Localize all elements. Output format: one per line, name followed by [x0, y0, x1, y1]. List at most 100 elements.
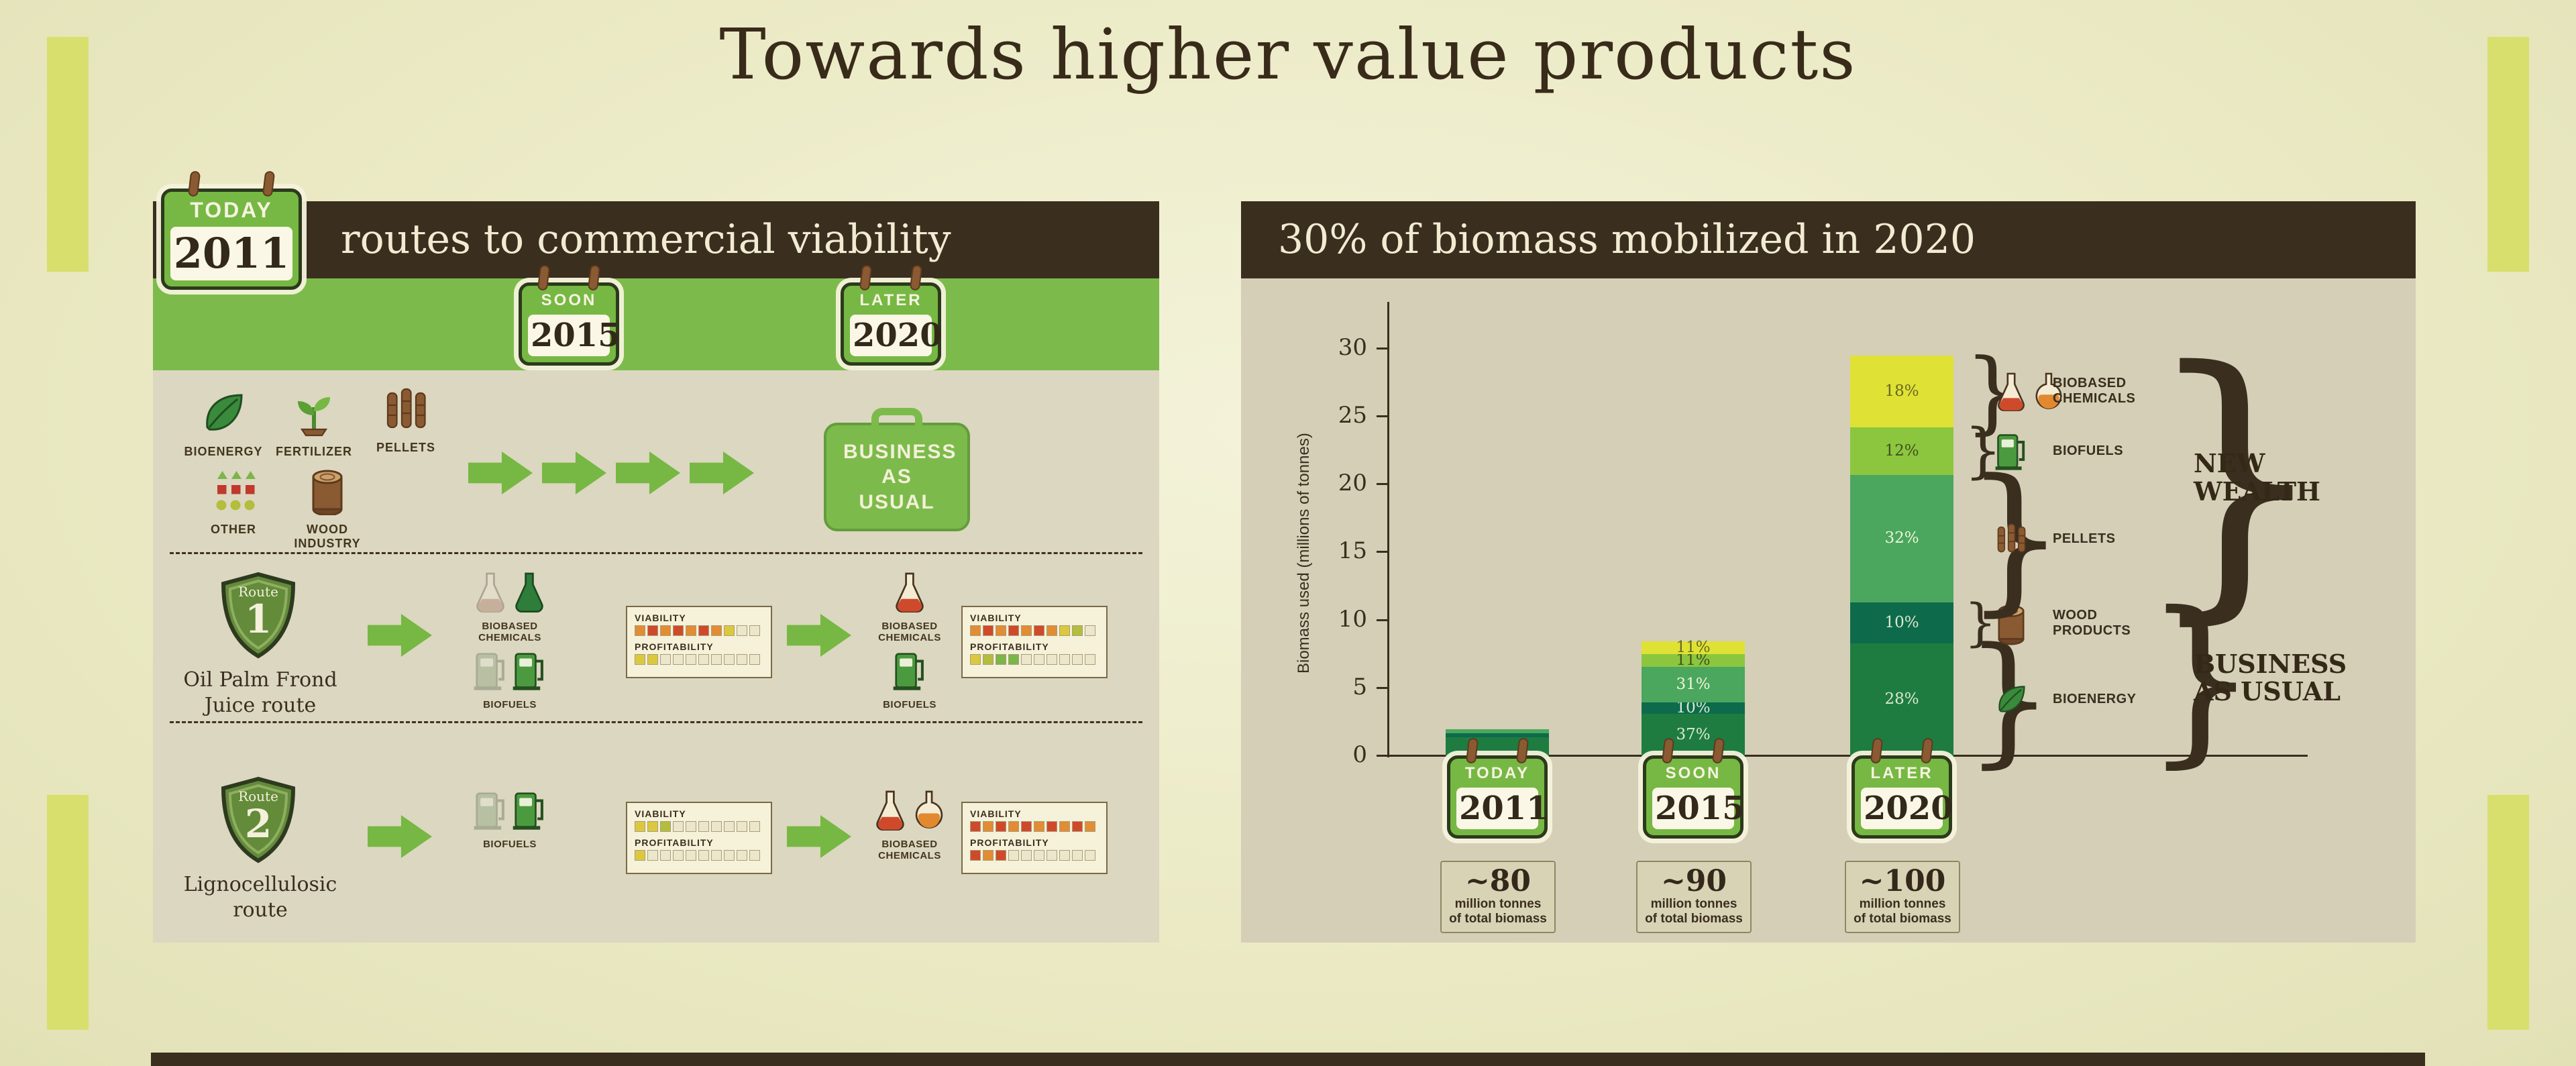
route-1-badge: Route 1 — [217, 570, 300, 660]
calendar-tag: LATER — [1870, 764, 1933, 782]
briefcase-label: BUSINESS AS USUAL — [843, 440, 957, 513]
calendar-body: SOON 2015 — [1643, 755, 1745, 839]
meter-cell — [996, 850, 1006, 861]
viability-meter — [970, 821, 1099, 833]
left-panel-title: routes to commercial viability — [153, 201, 1159, 278]
left-panel: routes to commercial viability TODAY 201… — [153, 170, 1159, 943]
segment-percent-label: 10% — [1676, 699, 1711, 717]
meter-route1-stage2: VIABILITY PROFITABILITY — [961, 606, 1108, 678]
bau-item-fertilizer: FERTILIZER — [270, 389, 358, 459]
route-badge-number: 1 — [244, 596, 272, 642]
route-1-row: Route 1 Oil Palm Frond Juice route BIOBA… — [153, 567, 1159, 718]
sprout-icon — [290, 389, 338, 441]
meter-title: VIABILITY — [635, 808, 686, 819]
meter-cell — [749, 821, 760, 832]
dashed-divider — [170, 721, 1142, 723]
segment-percent-label: 18% — [1884, 382, 1919, 400]
total-unit: million tonnes — [1454, 897, 1542, 912]
segment-percent-label: 10% — [1884, 614, 1919, 632]
stage-label: BIOFUELS — [483, 839, 537, 850]
meter-cell — [1034, 625, 1044, 636]
meter-cell — [1046, 850, 1057, 861]
meter-cell — [749, 625, 760, 636]
icon-label: BIOENERGY — [184, 445, 263, 458]
meter-cell — [1072, 625, 1083, 636]
meter-cell — [660, 850, 671, 861]
meter-cell — [724, 821, 735, 832]
meter-cell — [737, 850, 747, 861]
shield-icon — [221, 572, 296, 659]
route-2-stage-later: BIOBASED CHEMICALS — [856, 786, 963, 865]
calendar-year: 2020 — [1861, 787, 1953, 829]
y-tick-label: 25 — [1338, 401, 1367, 429]
meter-cell — [1072, 654, 1083, 665]
meter-cell — [724, 850, 735, 861]
calendar-today: TODAY 2011 — [161, 170, 302, 290]
flask-icon — [872, 786, 908, 837]
legend-group-label: BUSINESS AS USUAL — [2194, 648, 2347, 707]
meter-title: VIABILITY — [970, 612, 1022, 623]
route-1-stage-now: BIOBASED CHEMICALS BIOFUELS — [456, 568, 564, 713]
bar-segment-bioenergy: 28% — [1850, 643, 1953, 756]
segment-percent-label: 11% — [1676, 651, 1711, 670]
meter-cell — [1008, 850, 1019, 861]
legend-label: BIOFUELS — [2053, 443, 2124, 458]
route-2-stage-now: BIOFUELS — [456, 786, 564, 853]
legend-brace: } — [1964, 593, 1997, 653]
flask-group — [472, 568, 547, 619]
legend-group-brace: } — [2143, 573, 2259, 785]
segment-percent-label: 12% — [1884, 441, 1919, 460]
meter-cell — [983, 821, 994, 832]
route-badge-word: Route — [238, 584, 278, 600]
meter-cell — [711, 850, 722, 861]
arrow-right-icon — [690, 451, 754, 494]
route-2-badge: Route 2 — [217, 775, 300, 865]
meter-cell — [647, 654, 658, 665]
meter-cell — [1008, 821, 1019, 832]
meter-cell — [1085, 625, 1095, 636]
calendar-year: 2011 — [170, 227, 292, 280]
calendar-body: LATER 2020 — [841, 282, 943, 366]
meter-cell — [1008, 654, 1019, 665]
fuel-pump-icon — [511, 646, 547, 698]
calendar-body: TODAY 2011 — [1447, 755, 1549, 839]
meter-cell — [996, 821, 1006, 832]
segment-percent-label: 32% — [1884, 529, 1919, 547]
meter-cell — [1046, 821, 1057, 832]
total-sub: of total biomass — [1854, 912, 1951, 926]
frame-corner-bottom-left — [47, 795, 89, 1030]
pellets-icon — [382, 385, 430, 437]
y-tick — [1377, 619, 1387, 621]
legend-group-label: NEW WEALTH — [2194, 447, 2320, 507]
timeline-band — [153, 278, 1159, 370]
calendar-year: 2015 — [528, 314, 621, 356]
bar-segment-bioenergy — [1446, 737, 1549, 756]
legend-label: BIOBASED CHEMICALS — [2053, 376, 2136, 407]
legend-label: WOOD PRODUCTS — [2053, 607, 2131, 638]
meter-cell — [711, 625, 722, 636]
route-1-stage-later: BIOBASED CHEMICALS BIOFUELS — [856, 568, 963, 713]
flask-group — [892, 568, 928, 619]
profitability-meter — [970, 654, 1099, 666]
meter-cell — [1008, 625, 1019, 636]
meter-cell — [737, 821, 747, 832]
meter-title: PROFITABILITY — [970, 641, 1049, 652]
flask-group — [872, 786, 947, 837]
y-tick-label: 15 — [1338, 537, 1367, 565]
log-icon — [303, 467, 352, 519]
calendar-later: LATER 2020 — [841, 264, 943, 366]
meter-cell — [698, 654, 709, 665]
meter-cell — [1034, 821, 1044, 832]
total-value: ~80 — [1464, 864, 1532, 898]
calendar-year: 2015 — [1652, 787, 1745, 829]
viability-meter — [970, 625, 1099, 637]
meter-cell — [686, 654, 696, 665]
total-value: ~90 — [1660, 864, 1727, 898]
meter-cell — [673, 625, 684, 636]
calendar-tag: TODAY — [190, 198, 273, 222]
calendar-chart-2011: TODAY 2011 — [1447, 737, 1549, 839]
bar-segment-pellets: 32% — [1850, 474, 1953, 603]
meter-cell — [660, 625, 671, 636]
meter-cell — [1046, 654, 1057, 665]
meter-cell — [647, 625, 658, 636]
